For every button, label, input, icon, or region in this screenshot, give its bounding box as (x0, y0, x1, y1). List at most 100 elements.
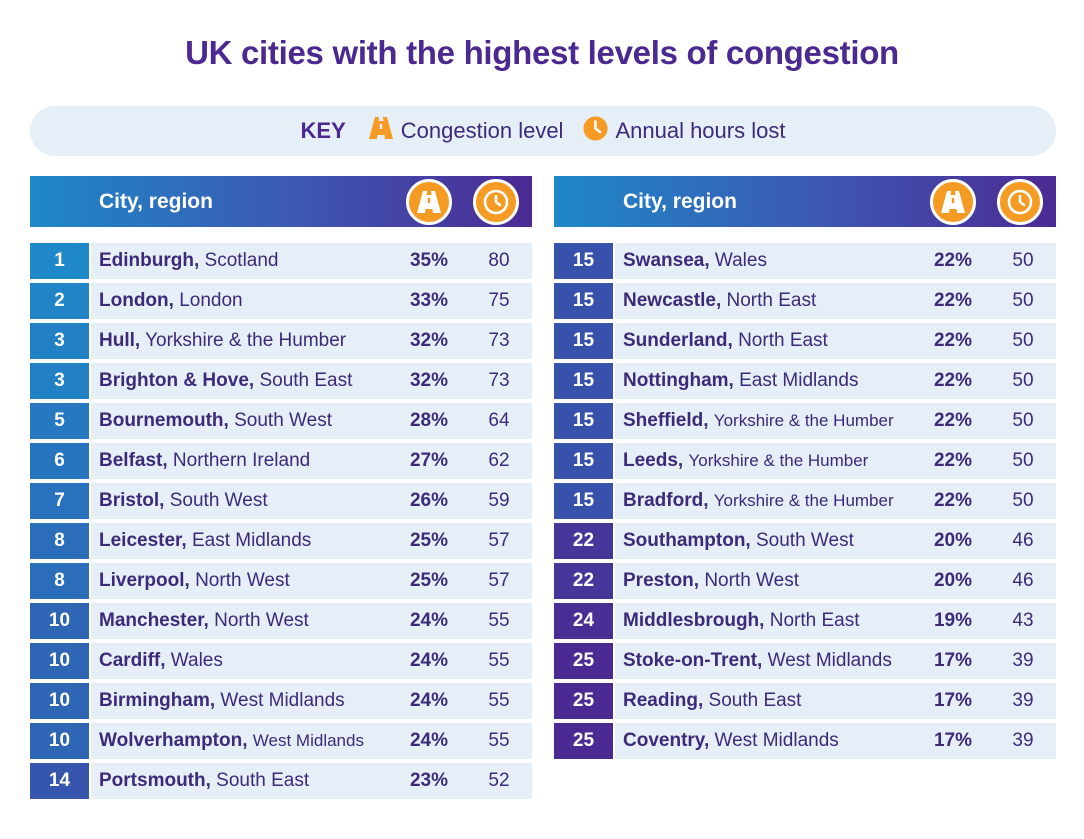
row-cell: Edinburgh, Scotland 35% 80 (91, 243, 532, 279)
region-name: Yorkshire & the Humber (713, 491, 894, 510)
clock-icon (583, 116, 608, 147)
region-name: North East (738, 330, 828, 351)
table-row: 8 Leicester, East Midlands 25% 57 (30, 523, 532, 559)
table-row: 22 Preston, North West 20% 46 (554, 563, 1056, 599)
city-name: Bournemouth, (99, 410, 229, 431)
city-name: Bristol, (99, 490, 165, 511)
rank-badge: 1 (30, 243, 89, 279)
road-icon (406, 179, 452, 225)
city-name: Swansea, (623, 250, 710, 271)
row-cell: Birmingham, West Midlands 24% 55 (91, 683, 532, 719)
congestion-level: 27% (409, 450, 449, 471)
annual-hours-lost: 50 (1012, 490, 1034, 511)
row-cell: Bournemouth, South West 28% 64 (91, 403, 532, 439)
city-name: Stoke-on-Trent, (623, 650, 763, 671)
table-body: 1 Edinburgh, Scotland 35% 80 2 London, London… (30, 243, 532, 799)
city-name: Cardiff, (99, 650, 166, 671)
rank-badge: 15 (554, 283, 613, 319)
region-name: West Midlands (252, 731, 364, 750)
row-cell: Sunderland, North East 22% 50 (615, 323, 1056, 359)
city-name: Manchester, (99, 610, 209, 631)
row-cell: Hull, Yorkshire & the Humber 32% 73 (91, 323, 532, 359)
city-region: Leeds, Yorkshire & the Humber (623, 443, 868, 479)
congestion-level: 17% (933, 690, 973, 711)
rank-badge: 22 (554, 523, 613, 559)
city-name: Edinburgh, (99, 250, 200, 271)
row-cell: Bradford, Yorkshire & the Humber 22% 50 (615, 483, 1056, 519)
congestion-level: 24% (409, 690, 449, 711)
column-header-city-region: City, region (99, 190, 213, 213)
congestion-level: 35% (409, 250, 449, 271)
congestion-level: 25% (409, 530, 449, 551)
road-icon (368, 116, 394, 146)
rank-badge: 8 (30, 563, 89, 599)
rank-badge: 15 (554, 403, 613, 439)
rank-badge: 3 (30, 363, 89, 399)
annual-hours-lost: 64 (488, 410, 510, 431)
congestion-level: 22% (933, 330, 973, 351)
city-name: Leeds, (623, 450, 684, 471)
congestion-level: 22% (933, 490, 973, 511)
annual-hours-lost: 55 (488, 650, 510, 671)
rank-badge: 15 (554, 443, 613, 479)
region-name: London (179, 290, 243, 311)
row-cell: Leeds, Yorkshire & the Humber 22% 50 (615, 443, 1056, 479)
city-region: Brighton & Hove, South East (99, 363, 352, 399)
congestion-level: 25% (409, 570, 449, 591)
city-region: Hull, Yorkshire & the Humber (99, 323, 346, 359)
region-name: Yorkshire & the Humber (145, 330, 347, 351)
row-cell: Leicester, East Midlands 25% 57 (91, 523, 532, 559)
rank-badge: 10 (30, 643, 89, 679)
row-cell: Nottingham, East Midlands 22% 50 (615, 363, 1056, 399)
table-row: 25 Reading, South East 17% 39 (554, 683, 1056, 719)
annual-hours-lost: 46 (1012, 570, 1034, 591)
row-cell: Portsmouth, South East 23% 52 (91, 763, 532, 799)
congestion-level: 32% (409, 370, 449, 391)
row-cell: Swansea, Wales 22% 50 (615, 243, 1056, 279)
table-row: 25 Coventry, West Midlands 17% 39 (554, 723, 1056, 759)
rank-badge: 25 (554, 643, 613, 679)
annual-hours-lost: 57 (488, 530, 510, 551)
column-header-city-region: City, region (623, 190, 737, 213)
city-name: Brighton & Hove, (99, 370, 255, 391)
row-cell: Brighton & Hove, South East 32% 73 (91, 363, 532, 399)
city-region: Wolverhampton, West Midlands (99, 723, 364, 759)
annual-hours-lost: 50 (1012, 410, 1034, 431)
row-cell: Bristol, South West 26% 59 (91, 483, 532, 519)
city-region: Newcastle, North East (623, 283, 816, 319)
table-row: 8 Liverpool, North West 25% 57 (30, 563, 532, 599)
clock-icon (473, 179, 519, 225)
region-name: Yorkshire & the Humber (688, 451, 869, 470)
table-row: 6 Belfast, Northern Ireland 27% 62 (30, 443, 532, 479)
row-cell: Southampton, South West 20% 46 (615, 523, 1056, 559)
congestion-level: 24% (409, 650, 449, 671)
key-congestion-label: Congestion level (400, 118, 564, 143)
table-row: 25 Stoke-on-Trent, West Midlands 17% 39 (554, 643, 1056, 679)
congestion-level: 23% (409, 770, 449, 791)
table-row: 15 Leeds, Yorkshire & the Humber 22% 50 (554, 443, 1056, 479)
city-name: Hull, (99, 330, 141, 351)
region-name: North East (726, 290, 817, 311)
annual-hours-lost: 50 (1012, 250, 1034, 271)
region-name: North West (214, 610, 309, 631)
region-name: West Midlands (220, 690, 345, 711)
annual-hours-lost: 75 (488, 290, 510, 311)
rank-badge: 5 (30, 403, 89, 439)
rank-badge: 8 (30, 523, 89, 559)
table-row: 15 Nottingham, East Midlands 22% 50 (554, 363, 1056, 399)
city-region: Southampton, South West (623, 523, 854, 559)
table-body: 15 Swansea, Wales 22% 50 15 Newcastle, North … (554, 243, 1056, 759)
table-row: 14 Portsmouth, South East 23% 52 (30, 763, 532, 799)
city-region: Leicester, East Midlands (99, 523, 311, 559)
congestion-level: 17% (933, 730, 973, 751)
congestion-level: 20% (933, 570, 973, 591)
rank-badge: 15 (554, 363, 613, 399)
table-row: 10 Wolverhampton, West Midlands 24% 55 (30, 723, 532, 759)
city-region: Swansea, Wales (623, 243, 767, 279)
city-name: Bradford, (623, 490, 709, 511)
city-name: Reading, (623, 690, 704, 711)
table-row: 10 Cardiff, Wales 24% 55 (30, 643, 532, 679)
city-region: Belfast, Northern Ireland (99, 443, 310, 479)
region-name: Northern Ireland (172, 450, 311, 471)
table-row: 22 Southampton, South West 20% 46 (554, 523, 1056, 559)
